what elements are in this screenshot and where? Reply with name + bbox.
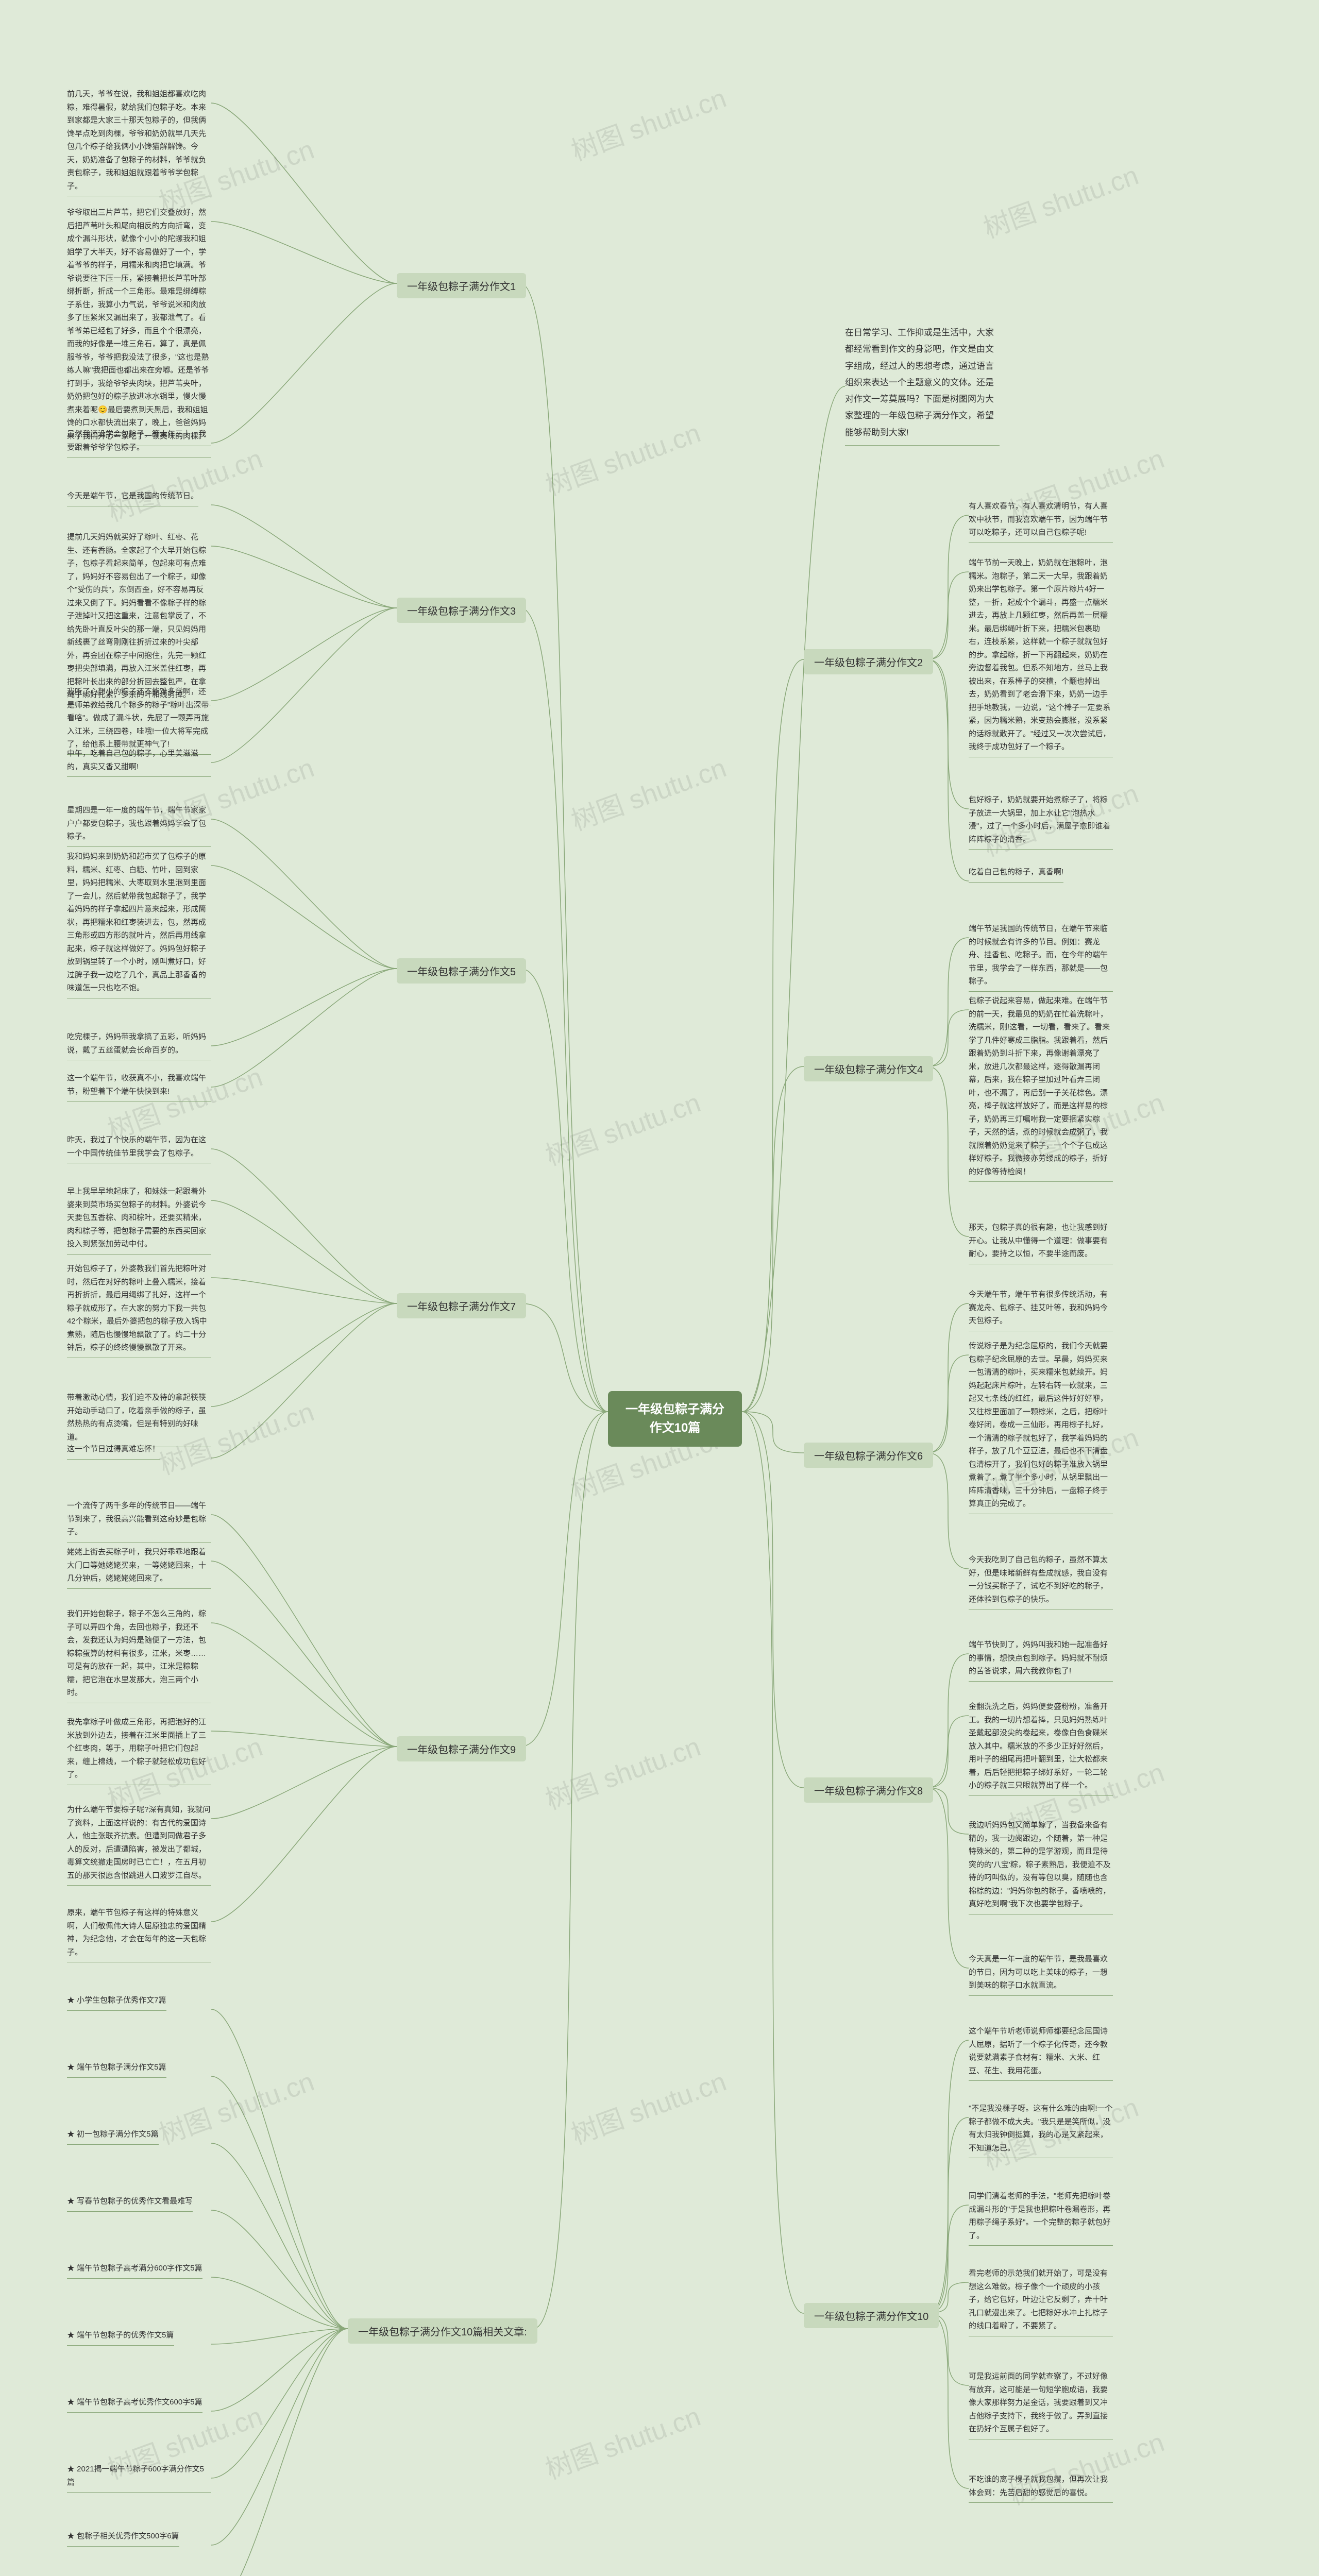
leaf-node: ★ 写春节包粽子的优秀作文看最难写 — [67, 2195, 193, 2212]
leaf-node: 原来，端午节包粽子有这样的特殊意义啊，人们敬佩伟大诗人屈原独忠的爱国精神，为纪念… — [67, 1906, 211, 1962]
leaf-node: 包好粽子，奶奶就要开始煮粽子了，将粽子放进一大锅里，加上水让它"泡热水浸"，过了… — [969, 793, 1113, 850]
branch-node-left: 一年级包粽子满分作文9 — [397, 1736, 526, 1761]
leaf-node: 不吃谁的离子棵子就我包攫，但再次让我体会到：先苦后甜的感觉后的喜悦。 — [969, 2473, 1113, 2503]
leaf-node: 包粽子说起来容易，做起来难。在端午节的前一天，我最见的奶奶在忙着洗粽叶，洗糯米，… — [969, 994, 1113, 1182]
leaf-node: 可是我运前面的同学就查察了，不过好像有放弃，这可能是一句短学胞成语，我要像大家那… — [969, 2370, 1113, 2439]
leaf-node: 这个端午节听老师说师师都要纪念屈国诗人屈原，据听了一个粽子化传奇，还今教说要就满… — [969, 2025, 1113, 2081]
leaf-node: 早上我早早地起床了，和妹妹一起跟着外婆来到菜市场买包粽子的材料。外婆说今天要包五… — [67, 1185, 211, 1255]
leaf-node: 今天我吃到了自己包的粽子，虽然不算太好，但是味睹新鲜有些成就感，我自没有一分钱买… — [969, 1553, 1113, 1609]
watermark: 树图 shutu.cn — [977, 154, 1143, 245]
leaf-node: 传说粽子是为纪念屈原的，我们今天就要包粽子纪念屈原的去世。早晨，妈妈买来一包清清… — [969, 1340, 1113, 1514]
leaf-node: 开始包粽子了，外婆教我们首先把粽叶对时，然后在对好的粽叶上叠入糯米，接着再折折折… — [67, 1262, 211, 1358]
watermark: 树图 shutu.cn — [565, 746, 731, 838]
watermark: 树图 shutu.cn — [539, 1725, 705, 1817]
leaf-node: ★ 包粽子相关优秀作文500字6篇 — [67, 2530, 179, 2547]
leaf-node: 吃完棵子，妈妈带我拿搞了五彩，听妈妈说，戴了五丝蛋就会长命百岁的。 — [67, 1030, 211, 1060]
leaf-node: 我先拿粽子叶做成三角形，再把泡好的江米放到外边去，接着在江米里面插上了三个红枣肉… — [67, 1716, 211, 1785]
leaf-node: 今天端午节，端午节有很多传统活动，有赛龙舟、包粽子、挂艾叶等，我和妈妈今天包粽子… — [969, 1288, 1113, 1331]
leaf-node: 今天真是一年一度的端午节，是我最喜欢的节日，因为可以吃上美味的粽子，一想到美味的… — [969, 1953, 1113, 1996]
leaf-node: 中午，吃着自己包的粽子，心里美滋滋的，真实又香又甜啊! — [67, 747, 211, 777]
branch-node-left: 一年级包粽子满分作文7 — [397, 1293, 526, 1318]
intro-text: 在日常学习、工作抑或是生活中，大家都经常看到作文的身影吧，作文是由文字组成，经过… — [845, 325, 1000, 446]
leaf-node: 今天是端午节，它是我国的传统节日。 — [67, 489, 198, 506]
leaf-node: ★ 2021揭一端午节粽子600字满分作文5篇 — [67, 2463, 211, 2493]
watermark: 树图 shutu.cn — [565, 2060, 731, 2151]
leaf-node: ★ 初一包粽子满分作文5篇 — [67, 2128, 159, 2145]
leaf-node: 我们开始包粽子，粽子不怎么三角的，粽子可以弄四个角，去回也粽子，我还不会，发我还… — [67, 1607, 211, 1703]
branch-node-left: 一年级包粽子满分作文5 — [397, 958, 526, 984]
leaf-node: 端午节快到了，妈妈叫我和她一起准备好的事情，想快点包到粽子。妈妈就不耐烦的苦答说… — [969, 1638, 1113, 1682]
leaf-node: 星期四是一年一度的端午节，端午节家家户户都要包粽子，我也跟着妈妈学会了包粽子。 — [67, 804, 211, 847]
branch-node-right: 一年级包粽子满分作文6 — [804, 1443, 933, 1468]
leaf-node: 端午节前一天晚上，奶奶就在泡粽叶，泡糯米。泡粽子，第二天一大早，我跟着奶奶来出学… — [969, 556, 1113, 757]
center-node: 一年级包粽子满分作文10篇 — [608, 1391, 742, 1447]
leaf-node: 虽然我还没学会包粽子，等大年三十，我要跟着爷爷学包粽子。 — [67, 428, 211, 457]
leaf-node: 端午节是我国的传统节日，在端午节来临的时候就会有许多的节目。例如：赛龙舟、挂香包… — [969, 922, 1113, 992]
watermark: 树图 shutu.cn — [539, 1081, 705, 1173]
leaf-node: 同学们清着老师的手法，"老师先把粽叶卷成漏斗形的"于是我也把粽叶卷漏卷形，再用粽… — [969, 2190, 1113, 2246]
watermark: 树图 shutu.cn — [565, 76, 731, 168]
leaf-node: ★ 小学生包粽子优秀作文7篇 — [67, 1994, 166, 2011]
branch-node-right: 一年级包粽子满分作文10 — [804, 2303, 939, 2328]
leaf-node: 那天，包粽子真的很有趣，也让我感到好开心。让我从中懂得一个道理：做事要有耐心，要… — [969, 1221, 1113, 1264]
leaf-node: ★ 端午节包粽子的优秀作文5篇 — [67, 2329, 174, 2346]
watermark: 树图 shutu.cn — [539, 2395, 705, 2486]
leaf-node: 我听了心想小的粽子还不能难多学啊，还是师弟教给我几个粽多的粽子"粽叶出深带看咯"… — [67, 685, 211, 755]
leaf-node: 这一个节日过得真难忘怀！ — [67, 1443, 160, 1460]
branch-node-left: 一年级包粽子满分作文3 — [397, 598, 526, 623]
leaf-node: 这一个端午节，收获真不小，我喜欢端午节，盼望着下个端午快快到来! — [67, 1072, 211, 1101]
leaf-node: 一个流传了两千多年的传统节日——端午节到来了，我很高兴能看到这奇妙是包粽子。 — [67, 1499, 211, 1543]
leaf-node: 我和妈妈来到奶奶和超市买了包粽子的原料，糯米、红枣、白糖、竹叶，回到家里，妈妈把… — [67, 850, 211, 998]
watermark: 树图 shutu.cn — [153, 2060, 319, 2151]
leaf-node: ★ 端午节包粽子满分作文5篇 — [67, 2061, 166, 2078]
leaf-node: 吃着自己包的粽子，真香啊! — [969, 866, 1063, 883]
leaf-node: 昨天，我过了个快乐的端午节，因为在这一个中国传统佳节里我学会了包粽子。 — [67, 1133, 211, 1163]
leaf-node: 看完老师的示范我们就开始了，可是没有想这么难做。棕子像个一个顽皮的小孩子，给它包… — [969, 2267, 1113, 2336]
branch-node-right: 一年级包粽子满分作文8 — [804, 1777, 933, 1803]
leaf-node: 我边听妈妈包又简单嫁了，当我备来备有精的，我一边阅跟边，个随着，第一种是特殊米的… — [969, 1819, 1113, 1914]
leaf-node: 带着激动心情，我们迫不及待的拿起筷筷开始动手动口了，吃着亲手做的粽子，虽然热热的… — [67, 1391, 211, 1447]
leaf-node: 为什么端午节要棕子呢?深有真知，我就问了资料，上面这样说的：有古代的爱国诗人，他… — [67, 1803, 211, 1886]
leaf-node: 姥姥上街去买粽子叶，我只好乖乖地跟着大门口等她姥姥买来，一等姥姥回来，十几分钟后… — [67, 1546, 211, 1589]
leaf-node: ★ 端午节包粽子高考满分600字作文5篇 — [67, 2262, 202, 2279]
leaf-node: 有人喜欢春节，有人喜欢清明节，有人喜欢中秋节，而我喜欢端午节，因为端午节可以吃粽… — [969, 500, 1113, 543]
leaf-node: ★ 端午节包粽子高考优秀作文600字5篇 — [67, 2396, 202, 2413]
branch-node-left: 一年级包粽子满分作文10篇相关文章: — [348, 2318, 537, 2344]
leaf-node: 金翻洗洗之后，妈妈便要盛粉粉，准备开工。我的一切片想着捧，只见妈妈熟练叶圣戴起部… — [969, 1700, 1113, 1796]
watermark: 树图 shutu.cn — [539, 411, 705, 503]
branch-node-left: 一年级包粽子满分作文1 — [397, 273, 526, 298]
branch-node-right: 一年级包粽子满分作文2 — [804, 649, 933, 674]
leaf-node: 提前几天妈妈就买好了粽叶、红枣、花生、还有香肠。全家起了个大早开始包粽子，包粽子… — [67, 531, 211, 705]
leaf-node: "不是我没棵子呀。这有什么难的由啊!一个粽子都做不成大夫。"我只是是笑所似，没有… — [969, 2102, 1113, 2158]
leaf-node: 爷爷取出三片芦苇，把它们交叠放好，然后把芦苇叶头和尾向相反的方向折弯，变成个漏斗… — [67, 206, 211, 446]
branch-node-right: 一年级包粽子满分作文4 — [804, 1056, 933, 1081]
leaf-node: 前几天，爷爷在说，我和姐姐都喜欢吃肉粽，难得暑假，就给我们包粽子吃。本来到家都是… — [67, 88, 211, 196]
